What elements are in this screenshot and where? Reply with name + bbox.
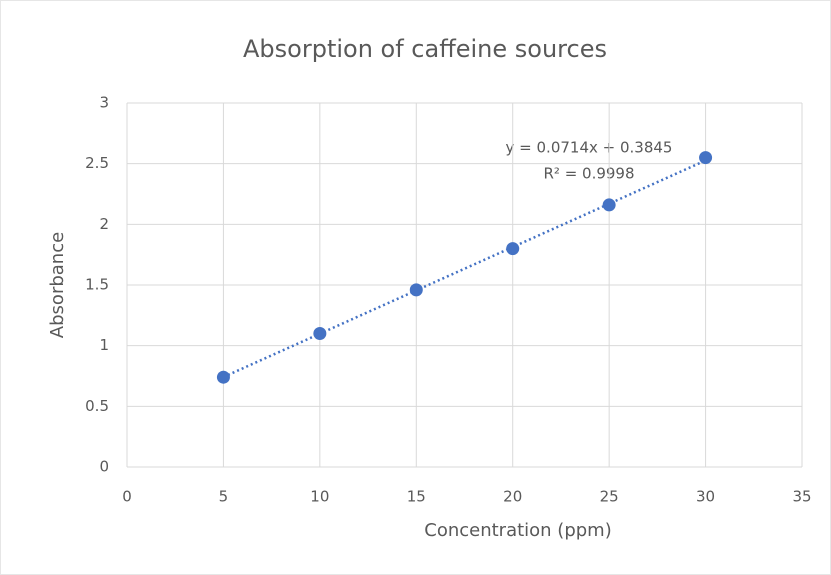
x-tick-label: 30 (696, 488, 715, 506)
trendline (222, 159, 707, 379)
y-tick-label: 2 (99, 215, 109, 233)
y-tick-label: 0 (99, 458, 109, 476)
y-tick-label: 1 (99, 336, 109, 354)
data-point (506, 242, 520, 256)
y-tick-label: 0.5 (85, 397, 109, 415)
trendline-equation: y = 0.0714x + 0.3845 (506, 139, 673, 157)
data-point (409, 283, 423, 297)
x-tick-label: 10 (310, 488, 329, 506)
x-tick-label: 5 (219, 488, 229, 506)
y-tick-label: 3 (99, 94, 109, 112)
y-axis-label: Absorbance (47, 232, 68, 338)
chart-title: Absorption of caffeine sources (243, 35, 607, 63)
r-squared: R² = 0.9998 (543, 165, 634, 183)
data-point (313, 327, 327, 341)
x-tick-label: 15 (407, 488, 426, 506)
x-tick-label: 20 (503, 488, 522, 506)
data-point (602, 198, 616, 212)
x-tick-label: 35 (792, 488, 811, 506)
y-tick-label: 1.5 (85, 276, 109, 294)
x-axis-label: Concentration (ppm) (424, 520, 612, 541)
x-tick-label: 0 (122, 488, 132, 506)
data-point (216, 370, 230, 384)
data-point (699, 151, 713, 165)
y-tick-label: 2.5 (85, 154, 109, 172)
x-tick-label: 25 (600, 488, 619, 506)
